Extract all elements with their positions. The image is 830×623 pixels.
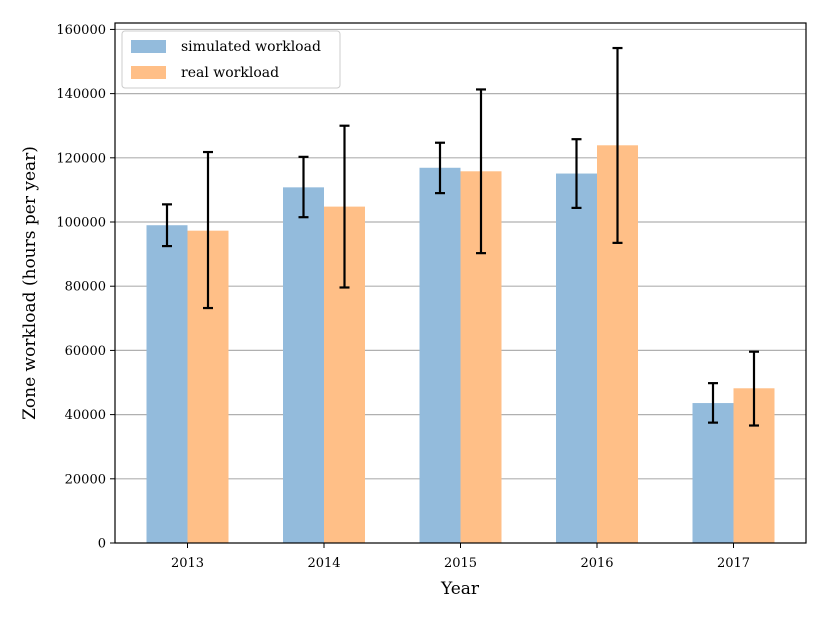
y-tick-label: 100000	[56, 216, 106, 231]
bar-simulated-2016	[556, 173, 597, 543]
error-bar-simulated-2016	[571, 138, 582, 209]
x-axis-ticks: 2013 2014 2015 2016 2017	[171, 543, 750, 571]
y-axis-label: Zone workload (hours per year)	[20, 146, 40, 420]
error-bar-simulated-2013	[162, 203, 172, 248]
x-tick-label: 2013	[171, 556, 204, 571]
x-tick-label: 2015	[444, 556, 477, 571]
bars	[146, 145, 775, 544]
error-bar-simulated-2014	[298, 155, 309, 219]
legend: simulated workload real workload	[121, 30, 341, 89]
x-tick-label: 2014	[307, 556, 340, 571]
x-axis-label: Year	[440, 579, 480, 599]
legend-label-real: real workload	[181, 65, 279, 81]
y-axis-ticks: 0 20000 40000 60000 80000 100000 120000 140000 1…	[56, 23, 115, 552]
y-tick-label: 120000	[56, 151, 106, 166]
error-bar-simulated-2017	[708, 382, 718, 424]
error-bar-real-2013	[203, 150, 213, 310]
legend-swatch-real	[131, 66, 166, 79]
bar-simulated-2014	[283, 187, 324, 543]
y-tick-label: 20000	[65, 472, 106, 487]
error-bar-real-2015	[476, 88, 486, 255]
error-bars	[162, 46, 759, 427]
error-bar-real-2017	[749, 350, 759, 427]
y-tick-label: 140000	[56, 87, 106, 102]
legend-swatch-simulated	[131, 40, 166, 53]
bar-simulated-2015	[419, 167, 461, 543]
legend-label-simulated: simulated workload	[181, 39, 321, 55]
x-tick-label: 2017	[717, 556, 750, 571]
y-tick-label: 40000	[65, 408, 106, 423]
error-bar-simulated-2015	[435, 141, 445, 195]
error-bar-real-2016	[612, 46, 623, 244]
bar-simulated-2017	[692, 403, 734, 543]
y-tick-label: 80000	[65, 280, 106, 295]
y-tick-label: 60000	[65, 344, 106, 359]
x-tick-label: 2016	[580, 556, 613, 571]
y-tick-label: 160000	[56, 23, 106, 38]
bar-simulated-2013	[146, 225, 188, 543]
legend-box	[121, 30, 341, 89]
error-bar-real-2014	[339, 124, 350, 289]
y-tick-label: 0	[98, 537, 106, 552]
